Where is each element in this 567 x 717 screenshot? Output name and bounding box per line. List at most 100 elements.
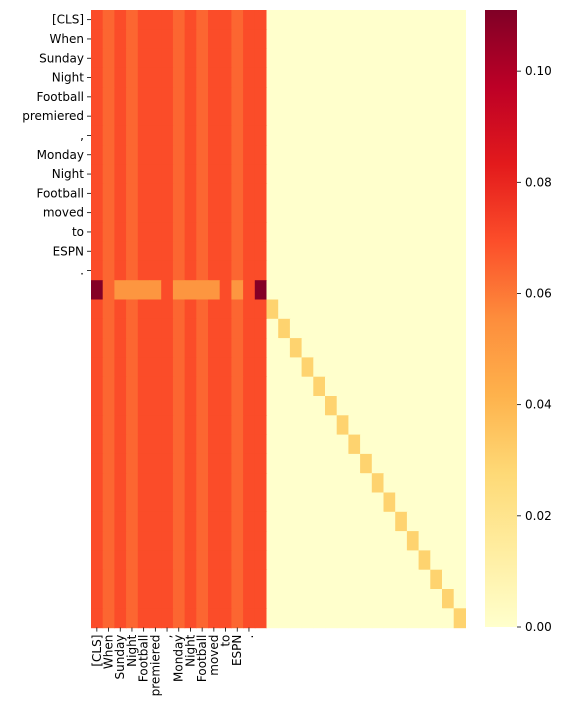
heatmap-cell <box>442 550 454 570</box>
heatmap-cell <box>231 550 243 570</box>
heatmap-cell <box>372 29 384 49</box>
heatmap-cell <box>360 589 372 609</box>
heatmap-cell <box>337 550 349 570</box>
heatmap-cell <box>360 357 372 377</box>
heatmap-cell <box>384 550 396 570</box>
heatmap-cell <box>103 49 115 69</box>
heatmap-cell <box>91 261 103 281</box>
heatmap-cell <box>91 10 103 30</box>
heatmap-cell <box>337 300 349 320</box>
heatmap-cell <box>325 357 337 377</box>
heatmap-cell <box>419 87 431 107</box>
heatmap-cell <box>126 280 138 300</box>
heatmap-cell <box>196 107 208 127</box>
heatmap-cell <box>419 10 431 30</box>
colorbar-tick-label: 0.10 <box>525 64 552 78</box>
heatmap-cell <box>161 338 173 358</box>
heatmap-cell <box>454 473 466 493</box>
heatmap-cell <box>454 203 466 223</box>
heatmap-cell <box>220 49 232 69</box>
heatmap-cell <box>220 242 232 262</box>
heatmap-cell <box>302 107 314 127</box>
heatmap-cell <box>185 164 197 184</box>
heatmap-cell <box>91 68 103 88</box>
heatmap-cell <box>138 550 150 570</box>
heatmap-cell <box>231 107 243 127</box>
heatmap-cell <box>325 145 337 165</box>
heatmap-cell <box>161 203 173 223</box>
heatmap-cell <box>302 242 314 262</box>
heatmap-cell <box>126 493 138 513</box>
heatmap-cell <box>138 435 150 455</box>
heatmap-cell <box>384 68 396 88</box>
heatmap-cell <box>231 512 243 532</box>
heatmap-cell <box>419 357 431 377</box>
heatmap-cell <box>454 589 466 609</box>
heatmap-cell <box>348 68 360 88</box>
heatmap-cell <box>150 531 162 551</box>
heatmap-cell <box>161 145 173 165</box>
heatmap-cell <box>220 222 232 242</box>
heatmap-cell <box>454 493 466 513</box>
heatmap-cell <box>114 300 126 320</box>
heatmap-cell <box>243 222 255 242</box>
heatmap-cell <box>454 550 466 570</box>
heatmap-cell <box>395 107 407 127</box>
heatmap-cell <box>407 338 419 358</box>
heatmap-cell <box>430 550 442 570</box>
heatmap-cell <box>430 29 442 49</box>
heatmap-cell <box>208 261 220 281</box>
heatmap-cell <box>278 68 290 88</box>
heatmap-cell <box>208 454 220 474</box>
heatmap-cell <box>150 608 162 628</box>
colorbar-tick-label: 0.04 <box>525 398 552 412</box>
heatmap-cell <box>384 280 396 300</box>
heatmap-cell <box>126 396 138 416</box>
heatmap-cell <box>313 415 325 435</box>
heatmap-cell <box>231 280 243 300</box>
heatmap-cell <box>208 570 220 590</box>
heatmap-cell <box>103 164 115 184</box>
heatmap-cell <box>267 454 279 474</box>
heatmap-cell <box>407 377 419 397</box>
heatmap-cell <box>313 396 325 416</box>
heatmap-cell <box>126 512 138 532</box>
heatmap-cell <box>360 107 372 127</box>
colorbar-tick-label: 0.02 <box>525 509 552 523</box>
heatmap-cell <box>430 589 442 609</box>
heatmap-cell <box>161 473 173 493</box>
heatmap-cell <box>372 357 384 377</box>
heatmap-cell <box>220 454 232 474</box>
heatmap-cell <box>348 126 360 146</box>
heatmap-cell <box>150 29 162 49</box>
heatmap-cells <box>91 10 466 628</box>
heatmap-cell <box>325 107 337 127</box>
heatmap-cell <box>348 300 360 320</box>
heatmap-cell <box>395 319 407 339</box>
heatmap-cell <box>220 338 232 358</box>
heatmap-cell <box>138 29 150 49</box>
heatmap-cell <box>208 10 220 30</box>
heatmap-cell <box>384 415 396 435</box>
heatmap-cell <box>231 203 243 223</box>
heatmap-cell <box>337 203 349 223</box>
heatmap-cell <box>114 550 126 570</box>
heatmap-cell <box>196 242 208 262</box>
heatmap-cell <box>395 203 407 223</box>
heatmap-cell <box>173 396 185 416</box>
heatmap-cell <box>267 377 279 397</box>
heatmap-cell <box>114 435 126 455</box>
heatmap-cell <box>348 338 360 358</box>
heatmap-cell <box>103 493 115 513</box>
heatmap-cell <box>208 377 220 397</box>
heatmap-cell <box>185 589 197 609</box>
heatmap-cell <box>407 550 419 570</box>
heatmap-cell <box>454 454 466 474</box>
heatmap-cell <box>150 300 162 320</box>
heatmap-cell <box>407 164 419 184</box>
heatmap-cell <box>337 589 349 609</box>
heatmap-cell <box>302 377 314 397</box>
y-tick-label: Night <box>52 71 85 85</box>
heatmap-cell <box>313 377 325 397</box>
heatmap-cell <box>161 10 173 30</box>
